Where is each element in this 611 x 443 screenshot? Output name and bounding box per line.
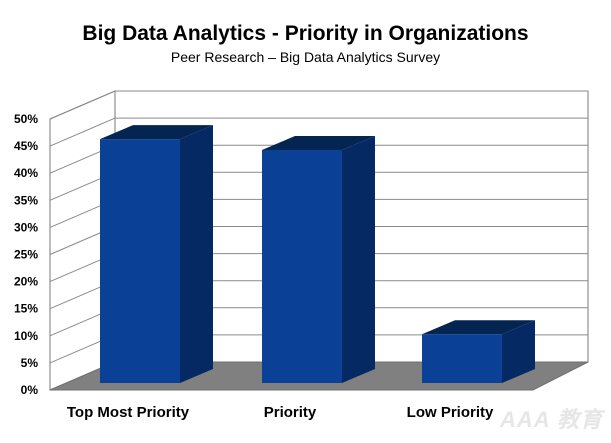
- gridline-side: [49, 90, 116, 120]
- bar-front: [100, 139, 180, 383]
- y-tick-label: 45%: [14, 139, 38, 153]
- x-category-label: Top Most Priority: [67, 404, 190, 421]
- bar: [422, 320, 535, 383]
- y-tick-label: 20%: [14, 275, 38, 289]
- bar-side: [180, 125, 213, 383]
- y-tick-label: 30%: [14, 220, 38, 234]
- bar-front: [422, 334, 502, 383]
- y-tick-label: 35%: [14, 193, 38, 207]
- bar-top: [422, 320, 535, 335]
- gridline-side: [49, 117, 116, 147]
- bar-top: [100, 125, 213, 140]
- y-tick-label: 0%: [21, 383, 39, 397]
- bar-front: [262, 149, 342, 383]
- bar-side: [342, 135, 375, 383]
- y-tick-label: 40%: [14, 166, 38, 180]
- x-category-label: Priority: [264, 404, 317, 421]
- bar: [262, 135, 375, 383]
- watermark-logo: AAA 教育: [500, 407, 603, 432]
- bar-side: [502, 320, 535, 383]
- chart-subtitle: Peer Research – Big Data Analytics Surve…: [170, 49, 441, 65]
- y-tick-label: 5%: [21, 356, 39, 370]
- bar-top: [262, 135, 375, 150]
- y-tick-label: 10%: [14, 329, 38, 343]
- y-tick-label: 50%: [14, 112, 38, 126]
- x-category-label: Low Priority: [407, 404, 494, 421]
- y-tick-label: 25%: [14, 248, 38, 262]
- chart-title: Big Data Analytics - Priority in Organiz…: [82, 22, 529, 45]
- y-tick-label: 15%: [14, 302, 38, 316]
- bar: [100, 125, 213, 383]
